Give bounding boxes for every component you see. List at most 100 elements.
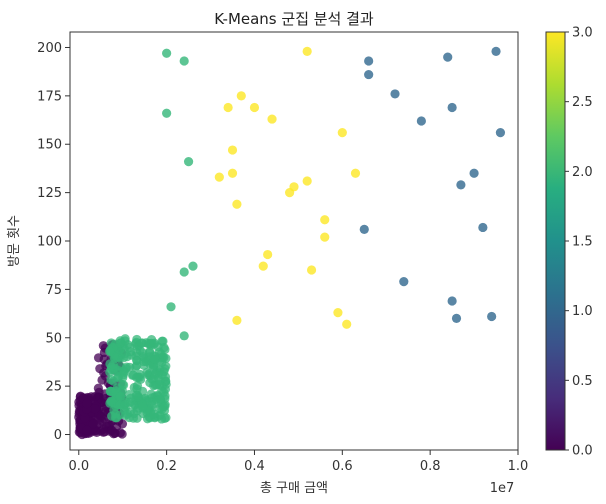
cluster-2-dense-point (115, 338, 125, 348)
cluster-1-point (491, 46, 501, 56)
cluster-3-point (285, 188, 295, 198)
cluster-1-point (364, 56, 374, 66)
cluster-2-dense-point (146, 389, 156, 399)
cluster-3-point (236, 91, 246, 101)
colorbar-tick-label: 1.0 (572, 304, 593, 319)
cluster-3-point (302, 176, 312, 186)
cluster-2-dense-point (160, 344, 170, 355)
cluster-3-point (227, 168, 238, 178)
colorbar-ticks: 0.0 0.5 1.0 1.5 2.0 2.5 3.0 (565, 26, 593, 459)
cluster-3-point (337, 128, 347, 138)
cluster-2-dense-point (107, 411, 117, 421)
cluster-2-dense-point (106, 375, 116, 385)
cluster-0-dense-point (117, 429, 127, 439)
cluster-0-dense-point (82, 398, 92, 409)
cluster-2-dense-point (158, 336, 168, 346)
cluster-3-point (302, 46, 312, 56)
cluster-0-dense-point (96, 412, 106, 422)
cluster-1-point (399, 277, 409, 287)
cluster-1-point (495, 128, 506, 138)
x-tick-label: 0.6 (332, 459, 353, 474)
cluster-2-dense-point (145, 378, 155, 388)
cluster-2-point (179, 267, 189, 277)
cluster-1-point (390, 89, 400, 99)
cluster-3-point (320, 215, 330, 225)
x-axis-title: 총 구매 금액 (260, 481, 328, 496)
cluster-3-point (320, 232, 330, 242)
cluster-2-dense-point (115, 400, 125, 410)
cluster-1-point (478, 222, 488, 233)
y-tick-label: 75 (45, 283, 62, 298)
cluster-2-dense-point (146, 335, 157, 345)
cluster-2-dense-point (105, 346, 115, 356)
cluster-2-dense-point (133, 372, 143, 382)
cluster-3-point (267, 114, 277, 124)
cluster-1-point (447, 296, 457, 306)
colorbar-gradient-bar (545, 31, 566, 451)
cluster-2-dense-point (121, 362, 132, 372)
cluster-2-dense-point (125, 397, 136, 407)
cluster-0-dense-point (117, 419, 128, 429)
cluster-2-dense-point (129, 382, 139, 393)
colorbar-tick-label: 0.0 (572, 444, 593, 459)
cluster-0-dense-point (90, 404, 100, 414)
cluster-3-point (223, 102, 233, 113)
cluster-0-dense-point (82, 425, 92, 435)
x-tick-label: 0.8 (420, 459, 441, 474)
y-tick-label: 0 (54, 428, 62, 443)
cluster-3-point (333, 308, 343, 318)
cluster-1-point (451, 313, 462, 324)
cluster-3-point (263, 249, 273, 260)
cluster-2-dense-point (149, 409, 159, 419)
x-tick-label: 0.2 (156, 459, 177, 474)
cluster-1-point (447, 102, 457, 113)
cluster-1-point (456, 180, 466, 190)
x-tick-label: 0.0 (68, 459, 89, 474)
cluster-2-dense-point (142, 367, 152, 378)
cluster-2-dense-point (115, 391, 126, 402)
cluster-2-dense-point (151, 398, 161, 408)
colorbar-tick-label: 0.5 (572, 374, 593, 389)
cluster-2-point (162, 108, 172, 118)
cluster-2-point (183, 157, 194, 167)
y-tick-label: 50 (45, 331, 62, 346)
cluster-2-dense-point (157, 357, 167, 368)
cluster-3-point (258, 261, 268, 271)
cluster-2-point (179, 331, 189, 341)
y-axis-title: 방문 횟수 (7, 215, 22, 267)
cluster-2-dense-point (118, 380, 129, 390)
y-axis: 0 25 50 75 100 125 150 175 200 (37, 41, 70, 443)
cluster-2-point (162, 48, 172, 58)
y-tick-label: 175 (37, 89, 62, 104)
cluster-3-point (306, 265, 317, 275)
cluster-2-dense-point (123, 340, 133, 350)
cluster-2-dense-point (106, 396, 116, 406)
cluster-2-dense-point (136, 338, 146, 348)
cluster-2-dense-point (144, 348, 154, 358)
y-tick-label: 200 (37, 41, 62, 56)
colorbar-tick-label: 2.5 (572, 95, 593, 110)
x-axis: 0.0 0.2 0.4 0.6 0.8 1.0 (68, 450, 528, 474)
cluster-2-dense-point (108, 360, 118, 370)
cluster-2-dense-point (156, 414, 167, 424)
cluster-0-dense-point (88, 419, 98, 429)
y-tick-label: 100 (37, 235, 62, 250)
cluster-1-point (416, 116, 426, 126)
cluster-0-dense-point (107, 425, 117, 436)
y-tick-label: 150 (37, 138, 62, 153)
cluster-2-point (166, 302, 176, 312)
cluster-2-dense-point (139, 360, 149, 370)
cluster-0-dense-point (93, 353, 104, 363)
cluster-1-point (364, 69, 374, 80)
x-tick-label: 0.4 (244, 459, 265, 474)
cluster-2-dense-point (138, 402, 148, 412)
cluster-3-point (227, 145, 238, 155)
cluster-2-point (188, 261, 198, 271)
cluster-3-point (232, 315, 242, 325)
colorbar-tick-label: 3.0 (572, 26, 593, 41)
cluster-1-point (443, 52, 453, 62)
cluster-0-dense-point (86, 392, 96, 402)
cluster-3-point (350, 168, 361, 178)
cluster-1-point (359, 224, 369, 234)
